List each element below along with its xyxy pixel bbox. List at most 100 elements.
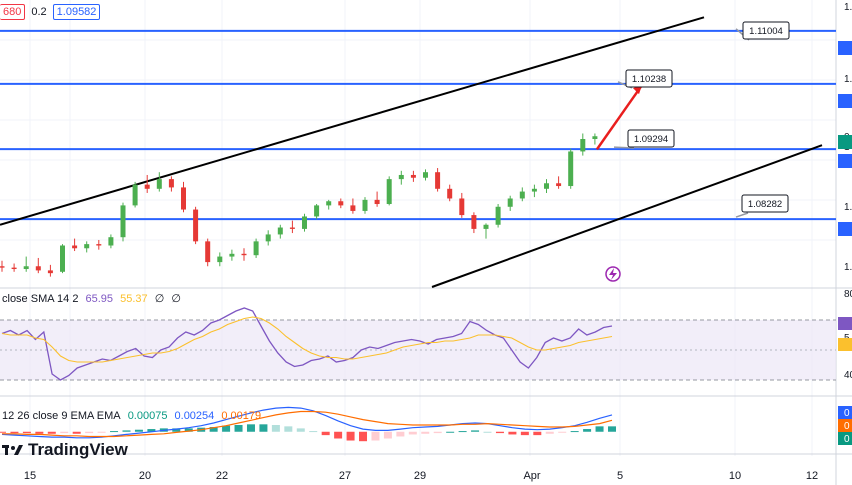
rsi-legend[interactable]: close SMA 14 2 65.95 55.37 ∅ ∅ — [2, 292, 185, 305]
candle-body — [338, 201, 344, 206]
candle-body — [156, 179, 162, 189]
price-axis-tag — [838, 94, 852, 108]
macd-histogram-bar — [60, 431, 69, 434]
callout-label: 1.08282 — [748, 199, 782, 210]
macd-histogram-bar — [22, 431, 31, 434]
price-header: 680 0.2 1.09582 — [0, 4, 101, 20]
callout-leader — [613, 146, 635, 149]
macd-histogram-bar — [85, 431, 94, 434]
macd-histogram-bar — [433, 431, 442, 434]
candle-body — [580, 139, 586, 152]
macd-histogram-bar — [47, 431, 56, 434]
macd-histogram-bar — [147, 429, 156, 432]
macd-histogram-bar — [0, 431, 6, 433]
macd-histogram-bar — [259, 424, 268, 432]
candle-body — [459, 198, 465, 216]
candle-body — [193, 209, 199, 242]
rsi-sma-axis-tag — [838, 338, 852, 351]
time-axis-label: 15 — [24, 470, 36, 482]
candle-body — [398, 174, 404, 180]
price-callout: 1.09294 — [613, 129, 675, 149]
candle-body — [11, 267, 17, 270]
ask-price[interactable]: 1.09582 — [52, 4, 101, 20]
flash-icon-ring — [605, 266, 621, 282]
candle-body — [84, 244, 90, 249]
macd-hist-value: 0.00075 — [127, 410, 168, 422]
rsi-axis-tag — [838, 317, 852, 330]
candle-body — [277, 227, 283, 235]
callout-box — [625, 69, 673, 88]
macd-histogram-bar — [458, 431, 467, 433]
callout-box — [627, 129, 675, 148]
macd-axis-label: 0 — [844, 421, 850, 432]
candle-body — [217, 256, 223, 263]
spread-value: 0.2 — [31, 6, 47, 18]
price-axis-tag — [838, 222, 852, 236]
candle-body — [483, 224, 489, 229]
macd-signal-value: 0.00179 — [221, 410, 262, 422]
candle-body — [72, 245, 78, 249]
macd-histogram-bar — [172, 428, 181, 432]
bid-price[interactable]: 680 — [0, 4, 26, 20]
time-axis-label: 10 — [729, 470, 741, 482]
macd-legend[interactable]: 12 26 close 9 EMA EMA 0.00075 0.00254 0.… — [2, 410, 265, 422]
candle-body — [507, 198, 513, 207]
rsi-sma-line — [1, 316, 613, 363]
macd-histogram-bar — [570, 431, 579, 433]
macd-axis-tag — [838, 432, 852, 445]
rsi-legend-label: close SMA 14 2 — [2, 293, 79, 305]
candle-body — [568, 151, 574, 187]
macd-histogram-bar — [35, 431, 44, 434]
candle-body — [108, 237, 114, 246]
time-axis-label: 29 — [414, 470, 426, 482]
rsi-value-a: ∅ — [154, 293, 165, 305]
candle-body — [314, 205, 320, 217]
macd-histogram-bar — [495, 431, 504, 434]
candle-body — [435, 172, 441, 189]
macd-histogram-bar — [10, 431, 19, 434]
candle-body — [556, 183, 562, 187]
time-axis-label: 12 — [806, 470, 818, 482]
candle-body — [531, 188, 537, 192]
macd-histogram-bar — [396, 431, 405, 437]
macd-histogram-bar — [471, 430, 480, 432]
time-axis-label: Apr — [523, 470, 540, 482]
tradingview-mark-icon — [2, 445, 23, 455]
time-axis-label: 22 — [216, 470, 228, 482]
price-axis-label: 1. — [844, 262, 852, 273]
candle-body — [229, 253, 235, 257]
candle-body — [0, 266, 5, 268]
macd-histogram-bar — [296, 428, 305, 432]
macd-legend-label: 12 26 close 9 EMA EMA — [2, 410, 121, 422]
channel-lower-line — [431, 144, 823, 288]
macd-histogram-bar — [184, 428, 193, 432]
candle-body — [386, 179, 392, 205]
price-axis-tag — [838, 154, 852, 168]
candle-body — [289, 227, 295, 229]
macd-histogram-bar — [222, 425, 231, 432]
macd-histogram-bar — [234, 425, 243, 432]
candle-body — [592, 136, 598, 140]
candle-body — [326, 201, 332, 206]
candle-body — [302, 216, 307, 229]
macd-histogram-bar — [520, 431, 529, 436]
macd-histogram-bar — [271, 425, 280, 432]
candle-body — [35, 266, 41, 271]
candle-body — [241, 253, 247, 256]
candle-body — [265, 234, 271, 242]
candle-body — [519, 191, 525, 199]
macd-histogram-bar — [558, 431, 567, 433]
macd-histogram-bar — [421, 431, 430, 434]
candle-body — [60, 245, 65, 272]
rsi-line — [1, 307, 613, 381]
tradingview-logo: TradingView — [2, 440, 128, 460]
price-callout: 1.11004 — [735, 21, 790, 41]
macd-histogram-bar — [608, 426, 616, 432]
macd-histogram-bar — [72, 431, 81, 434]
callout-leader — [735, 212, 749, 218]
flash-icon — [605, 266, 621, 282]
candle-body — [47, 270, 53, 274]
macd-histogram-bar — [371, 431, 380, 441]
